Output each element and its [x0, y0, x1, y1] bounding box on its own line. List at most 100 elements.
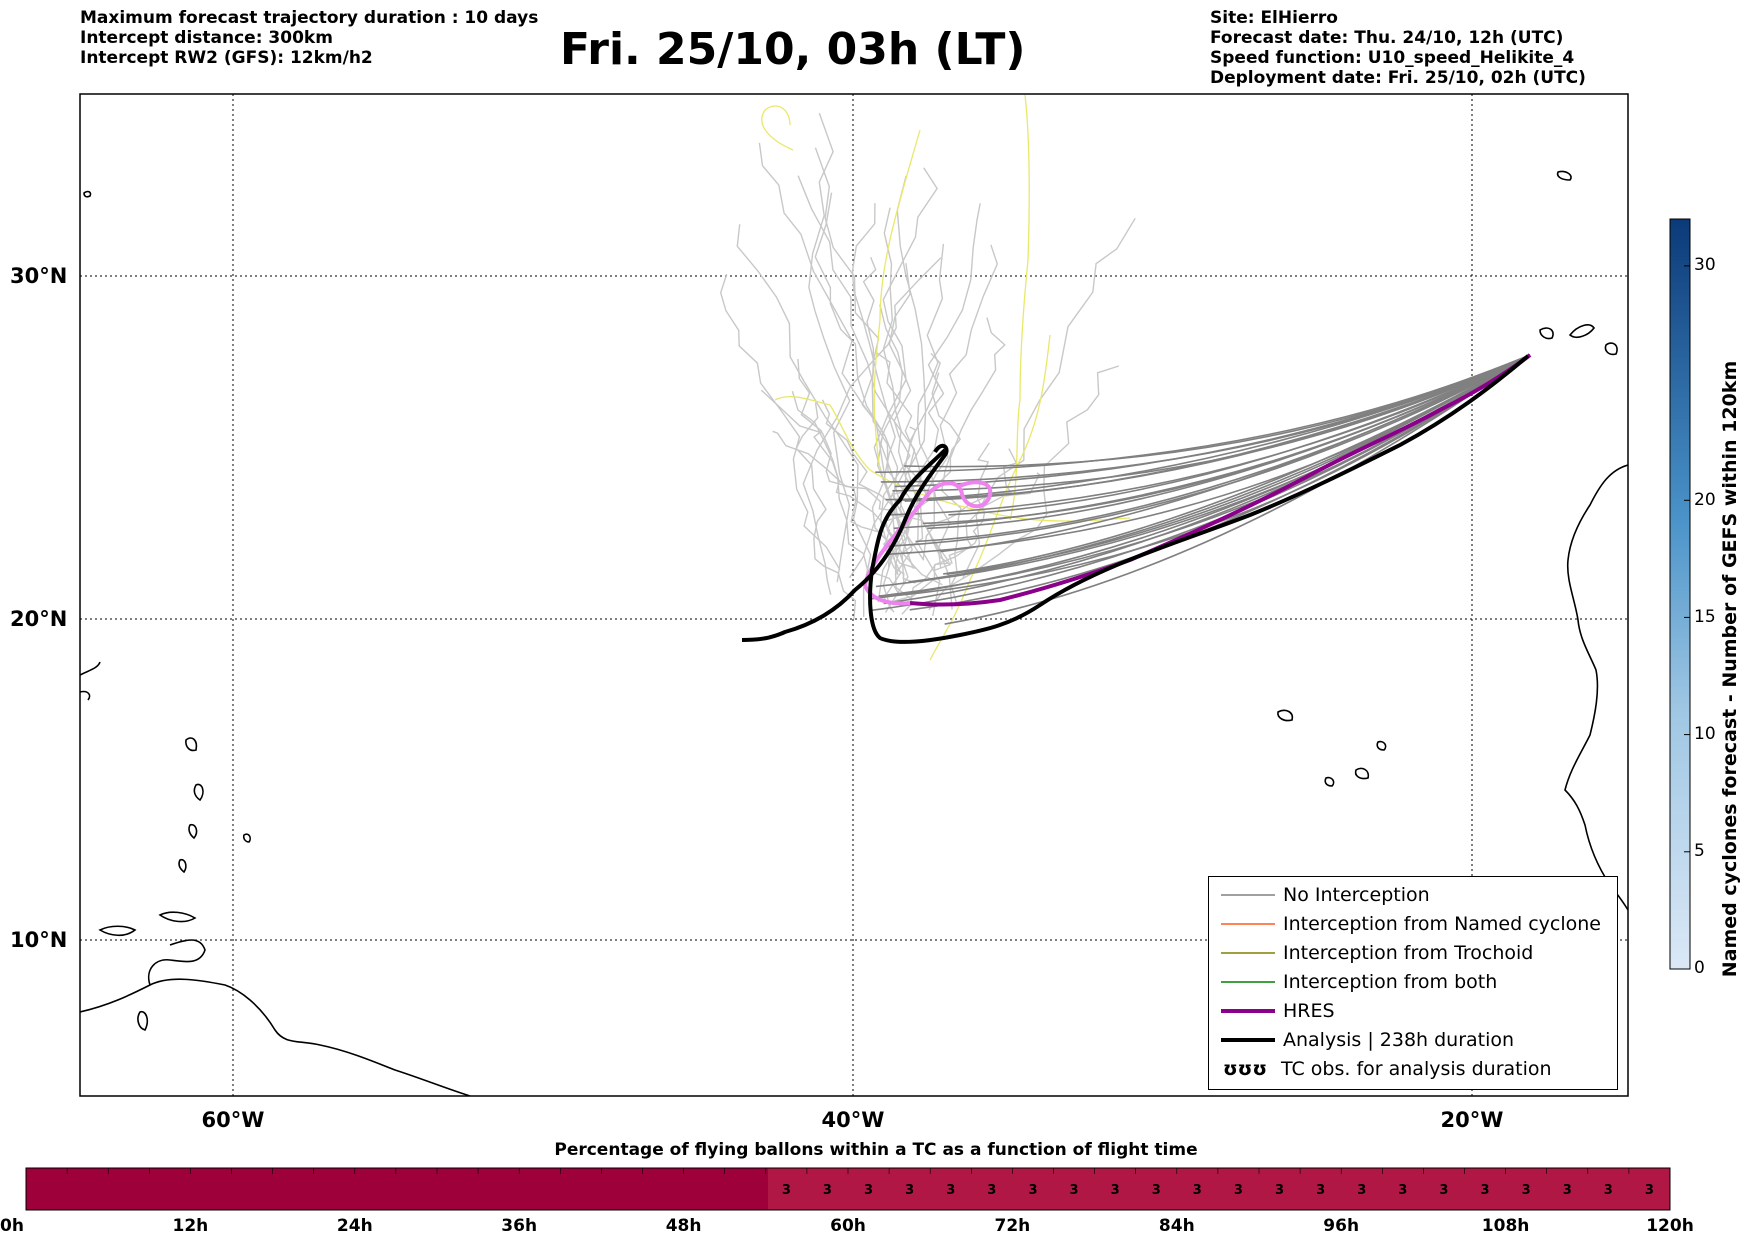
- legend-label: No Interception: [1283, 884, 1430, 906]
- legend-label: Interception from Named cyclone: [1283, 913, 1601, 935]
- colorbar-tick-5: 5: [1694, 841, 1705, 861]
- legend-swatch-analysis: [1221, 1038, 1275, 1042]
- flight-bar-cell-value: 3: [823, 1183, 832, 1198]
- coast-madeira: [1556, 170, 1572, 181]
- yellow-track-3: [873, 129, 921, 471]
- yellow-track-2: [1009, 94, 1030, 521]
- flight-bar-title: Percentage of flying ballons within a TC…: [554, 1140, 1198, 1160]
- legend-tc-obs: ʊʊʊ TC obs. for analysis duration: [1219, 1055, 1552, 1083]
- flight-bar-tick-label: 60h: [830, 1216, 866, 1236]
- speed-function-text: Speed function: U10_speed_Helikite_4: [1210, 48, 1575, 68]
- colorbar-tick-0: 0: [1694, 958, 1705, 978]
- flight-bar-light-segment: [768, 1168, 1670, 1210]
- flight-bar-cell-value: 3: [1234, 1183, 1243, 1198]
- flight-bar-tick-label: 0h: [0, 1216, 24, 1236]
- flight-bar-cell-value: 3: [1357, 1183, 1366, 1198]
- legend-label: Analysis | 238h duration: [1283, 1029, 1515, 1051]
- coast-canary-islands: [1539, 324, 1618, 356]
- ensemble-track-light: [849, 203, 981, 579]
- coast-caribbean-islands-1: [98, 925, 137, 937]
- coast-small-isle-1: [242, 833, 251, 843]
- flight-bar-tick-label: 12h: [172, 1216, 209, 1236]
- legend-no-interception: No Interception: [1219, 881, 1430, 909]
- ensemble-track-no-interception: [908, 354, 1531, 583]
- colorbar-tick-10: 10: [1694, 724, 1716, 744]
- flight-bar-tick-label: 72h: [994, 1216, 1031, 1236]
- coast-lesser-antilles-3: [188, 823, 198, 840]
- flight-bar-tick-label: 108h: [1481, 1216, 1530, 1236]
- forecast-date-text: Forecast date: Thu. 24/10, 12h (UTC): [1210, 28, 1564, 48]
- flight-bar-cell-value: 3: [1563, 1183, 1572, 1198]
- hres-track: [909, 353, 1532, 607]
- colorbar: [1669, 218, 1691, 970]
- flight-bar-cell-value: 3: [1439, 1183, 1448, 1198]
- legend-swatch-trochoid: [1221, 952, 1275, 954]
- coast-lesser-antilles-1: [185, 737, 198, 752]
- flight-bar-tick-label: 120h: [1646, 1216, 1694, 1236]
- flight-bar-cell-value: 3: [1275, 1183, 1284, 1198]
- site-text: Site: ElHierro: [1210, 8, 1338, 28]
- flight-bar-cell-value: 3: [1604, 1183, 1613, 1198]
- ensemble-track-light: [922, 317, 1006, 561]
- flight-bar-tick-label: 48h: [665, 1216, 702, 1236]
- flight-bar-tick-label: 24h: [336, 1216, 373, 1236]
- coast-lesser-antilles-4: [178, 858, 187, 874]
- colorbar-tick-30: 30: [1694, 255, 1716, 275]
- coast-caribbean-islands-2: [158, 911, 197, 923]
- coast-cape-verde-2: [1376, 740, 1387, 751]
- flight-bar-cell-value: 3: [1193, 1183, 1202, 1198]
- flight-bar-tick-label: 96h: [1323, 1216, 1360, 1236]
- legend-swatch-named-cyclone: [1221, 923, 1275, 925]
- flight-bar-cell-value: 3: [864, 1183, 873, 1198]
- flight-bar-cell-value: 3: [782, 1183, 791, 1198]
- colorbar-ticks: [1684, 265, 1690, 970]
- ensemble-track-no-interception: [886, 354, 1531, 548]
- flight-bar-cells: 3 3 3 3 3 3 3 3 3 3 3 3 3 3 3 3 3 3 3 3 3 3: [782, 1183, 1654, 1198]
- legend-label: Interception from Trochoid: [1283, 942, 1534, 964]
- header-left: Maximum forecast trajectory duration : 1…: [80, 8, 538, 68]
- max-duration-text: Maximum forecast trajectory duration : 1…: [80, 8, 539, 28]
- flight-bar-tick-label: 36h: [501, 1216, 538, 1236]
- page-title: Fri. 25/10, 03h (LT): [560, 24, 1026, 75]
- legend-swatch-both: [1221, 981, 1275, 983]
- intercept-rw2-text: Intercept RW2 (GFS): 12km/h2: [80, 48, 373, 68]
- map-frame: [79, 93, 1629, 1097]
- flight-time-bar: 3 3 3 3 3 3 3 3 3 3 3 3 3 3 3 3 3 3 3 3 3 3: [25, 1167, 1671, 1211]
- flight-bar-cell-value: 3: [1645, 1183, 1654, 1198]
- legend-hres: HRES: [1219, 997, 1335, 1025]
- lat-label-30: 30°N: [10, 264, 68, 288]
- ensemble-track-light: [760, 389, 917, 570]
- legend-label: HRES: [1283, 1000, 1335, 1022]
- coastlines: [80, 170, 1628, 1096]
- yellow-track-1: [761, 105, 794, 151]
- lat-label-10: 10°N: [10, 928, 68, 952]
- colorbar-tick-20: 20: [1694, 490, 1716, 510]
- analysis-track-1: [868, 354, 1530, 644]
- flight-bar-cell-value: 3: [946, 1183, 955, 1198]
- legend-swatch-no-interception: [1221, 894, 1275, 896]
- tc-obs-icon: ʊʊʊ: [1223, 1058, 1268, 1080]
- ensemble-track-light: [873, 167, 938, 562]
- header-right: Site: ElHierro Forecast date: Thu. 24/10…: [1210, 8, 1586, 88]
- coast-cape-verde-4: [1324, 776, 1335, 787]
- ensemble-track-light: [791, 391, 916, 584]
- ensemble-track-light: [795, 402, 857, 620]
- flight-bar-cell-value: 3: [1111, 1183, 1120, 1198]
- intercept-distance-text: Intercept distance: 300km: [80, 28, 333, 48]
- legend-named-cyclone: Interception from Named cyclone: [1219, 910, 1601, 938]
- legend-analysis: Analysis | 238h duration: [1219, 1026, 1514, 1054]
- lon-label-40: 40°W: [821, 1108, 885, 1132]
- flight-bar-cell-value: 3: [1316, 1183, 1325, 1198]
- trajectories: [719, 94, 1532, 661]
- flight-bar-cell-value: 3: [905, 1183, 914, 1198]
- legend-label: Interception from both: [1283, 971, 1498, 993]
- colorbar-label: Named cyclones forecast - Number of GEFS…: [1719, 360, 1741, 978]
- deployment-date-text: Deployment date: Fri. 25/10, 02h (UTC): [1210, 68, 1586, 88]
- flight-bar-dark-segment: [26, 1168, 768, 1210]
- coast-trinidad: [137, 1010, 148, 1031]
- ensemble-track-light: [719, 273, 841, 571]
- flight-bar-cell-value: 3: [1522, 1183, 1531, 1198]
- analysis-track-2: [741, 443, 949, 642]
- flight-bar-cell-value: 3: [987, 1183, 996, 1198]
- flight-bar-cell-value: 3: [1069, 1183, 1078, 1198]
